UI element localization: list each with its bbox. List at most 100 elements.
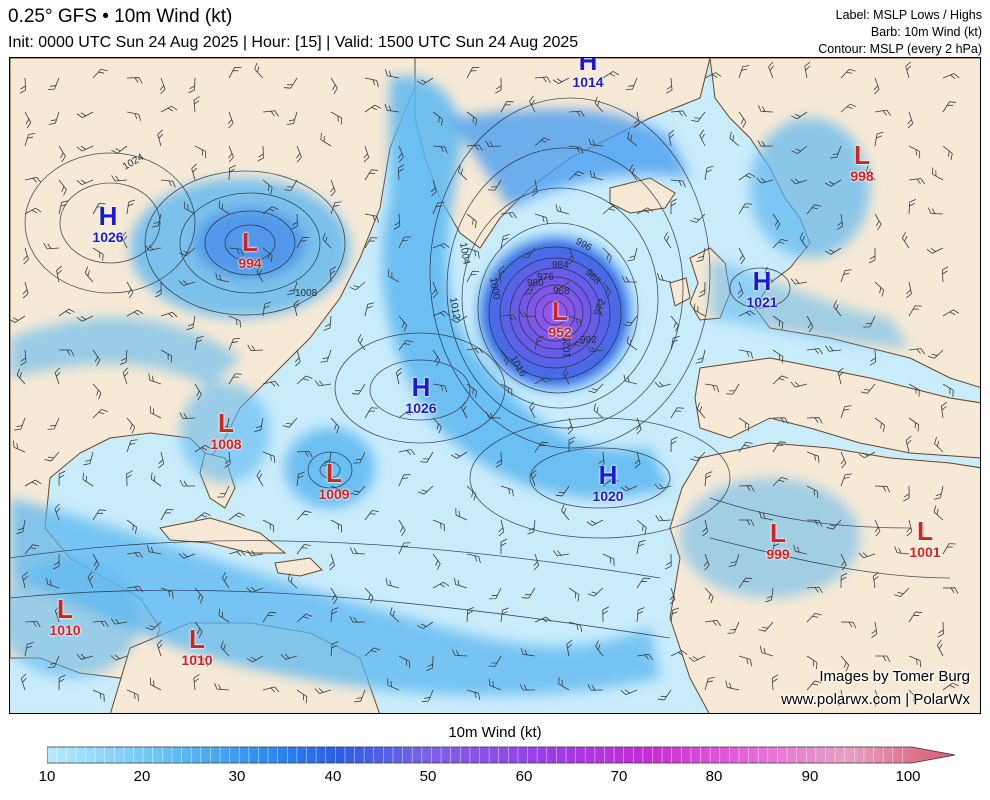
wind-barb [262, 380, 280, 387]
wind-barb [704, 471, 713, 487]
credit-website[interactable]: www.polarwx.com | PolarWx [781, 691, 970, 708]
wind-barb [83, 451, 94, 466]
wind-barb [772, 349, 784, 364]
wind-barb [791, 145, 808, 154]
wind-barb [908, 611, 923, 623]
low-letter: L [854, 140, 870, 170]
wind-barb [262, 110, 279, 117]
low-pressure-center: L 1009 [318, 460, 349, 501]
wind-barb [126, 309, 144, 317]
wind-barb [485, 140, 502, 148]
wind-barb [254, 417, 264, 433]
wind-barb [704, 383, 720, 393]
wind-barb [738, 349, 754, 359]
wind-barb [568, 621, 583, 632]
wind-barb [830, 145, 842, 159]
wind-barb [92, 203, 106, 215]
wind-barb [349, 547, 366, 555]
high-value: 1021 [746, 294, 778, 310]
high-letter: H [578, 57, 598, 76]
wind-barb [790, 178, 808, 185]
low-letter: L [326, 458, 342, 488]
wind-barb [121, 231, 128, 249]
wind-barb [871, 621, 878, 639]
wind-barb [768, 61, 774, 79]
wind-barb [636, 519, 647, 535]
wind-barb [726, 383, 740, 395]
wind-barb [466, 247, 480, 259]
wind-barb [737, 281, 744, 299]
wind-barb [636, 577, 651, 589]
wind-barb [593, 403, 604, 419]
wind-barb [191, 163, 198, 181]
low-pressure-center: L 1001 [909, 518, 940, 559]
wind-barb [806, 655, 818, 670]
wind-barb [500, 485, 514, 497]
wind-barb [625, 77, 638, 91]
wind-barb [534, 336, 544, 351]
wind-barb [941, 266, 949, 283]
high-value: 1020 [592, 488, 624, 504]
high-letter: H [752, 266, 772, 296]
wind-barb [908, 655, 922, 668]
wind-barb [256, 469, 264, 487]
wind-barb [58, 145, 66, 163]
wind-barb [636, 653, 654, 661]
wind-barb [59, 349, 75, 357]
wind-barb [908, 689, 918, 706]
wind-barb [218, 608, 230, 623]
low-pressure-center: L 1010 [181, 626, 212, 667]
wind-barb [527, 519, 536, 535]
low-value: 952 [548, 324, 572, 340]
wind-barb [495, 451, 503, 468]
isobars [10, 97, 951, 639]
wind-barb [262, 179, 273, 195]
wind-barb [330, 519, 342, 533]
high-pressure-center: H 1021 [746, 268, 777, 309]
wind-barb [704, 165, 714, 181]
wind-barb [194, 621, 203, 638]
low-letter: L [770, 518, 786, 548]
wind-barb [262, 451, 276, 464]
wind-barb [589, 170, 604, 181]
wind-barb [398, 236, 411, 249]
wind-barb [389, 607, 400, 623]
wind-barb [54, 503, 61, 521]
wind-barb [349, 281, 366, 291]
wind-barb [353, 689, 366, 703]
wind-barb [837, 367, 844, 385]
wind-barb [47, 77, 60, 91]
wind-barb [398, 542, 411, 555]
wind-barb [869, 349, 877, 366]
wind-barb [908, 305, 922, 317]
wind-barb [587, 587, 604, 597]
wind-barb [126, 281, 134, 299]
wind-barb [126, 417, 136, 434]
wind-barb [738, 172, 755, 181]
wind-barb [932, 167, 944, 181]
wind-barb [790, 381, 808, 388]
wind-barb [126, 585, 144, 593]
wind-barb [432, 519, 446, 532]
wind-barb [566, 639, 573, 657]
wind-barb [620, 485, 638, 492]
wind-barb [296, 613, 313, 623]
high-pressure-center: H 1014 [572, 57, 603, 89]
isobar-label: 968 [553, 286, 570, 297]
wind-barb [791, 111, 808, 120]
wind-barb [24, 642, 34, 657]
wind-barb [430, 179, 437, 197]
wind-barb [384, 103, 400, 113]
wind-barb [122, 367, 129, 385]
isobar-label: 1012 [447, 297, 462, 321]
wind-barb [314, 380, 332, 387]
wind-barb [690, 451, 706, 462]
wind-barb [432, 145, 448, 154]
wind-barb [485, 411, 502, 419]
wind-barb [524, 281, 536, 295]
wind-barb [228, 315, 241, 328]
wind-barb [670, 179, 686, 188]
wind-barb [157, 129, 164, 147]
wind-barb [688, 655, 706, 662]
wind-barb [145, 621, 162, 631]
